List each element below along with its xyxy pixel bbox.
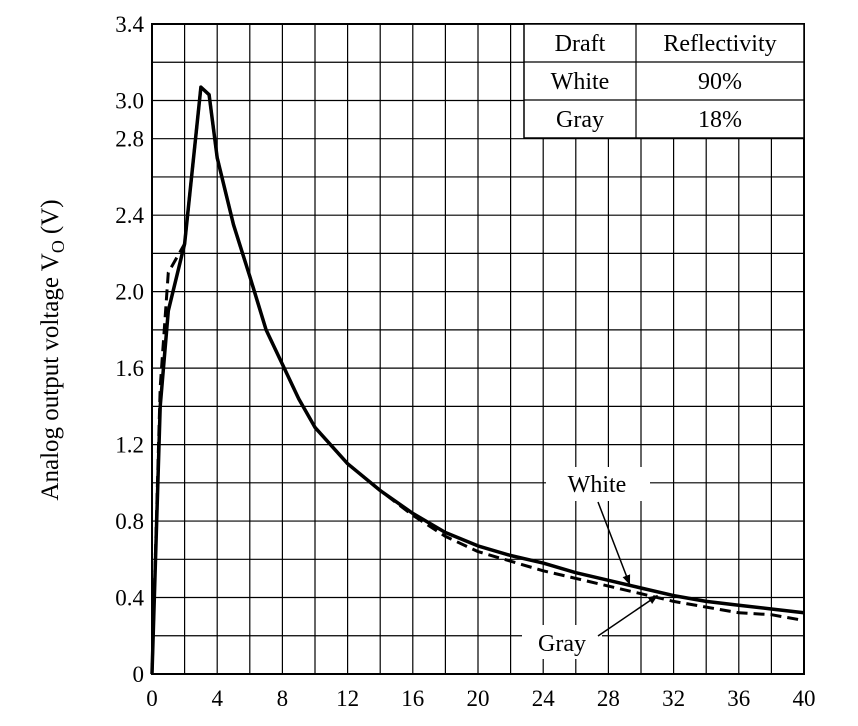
annotation-gray-bg: [522, 625, 602, 659]
x-tick-label: 8: [277, 686, 289, 711]
x-tick-label: 0: [146, 686, 158, 711]
y-tick-label: 2.8: [115, 127, 144, 152]
x-tick-label: 16: [401, 686, 424, 711]
annotation-white-label: White: [568, 472, 627, 498]
x-axis-ticks: 0 4 8 12 16 20 24 28 32 36 40: [146, 686, 815, 711]
y-axis-label-subscript: O: [48, 240, 68, 253]
legend-table: Draft Reflectivity White 90% Gray 18%: [523, 23, 805, 139]
x-tick-label: 40: [793, 686, 816, 711]
y-tick-label: 0.8: [115, 509, 144, 534]
x-tick-label: 24: [532, 686, 556, 711]
x-tick-label: 32: [662, 686, 685, 711]
y-axis-label: Analog output voltage VO(V): [37, 199, 68, 500]
legend-table-cell: 18%: [698, 107, 742, 133]
y-axis-ticks: 0 0.4 0.8 1.2 1.6 2.0 2.4 2.8 3.0 3.4: [115, 12, 144, 687]
legend-table-frame: [523, 23, 805, 139]
y-axis-label-unit: (V): [37, 199, 64, 234]
y-tick-label: 3.4: [115, 12, 144, 37]
annotation-white-bg: [546, 467, 650, 501]
y-tick-label: 0.4: [115, 586, 144, 611]
x-tick-label: 36: [727, 686, 750, 711]
plot-frame: [151, 23, 805, 675]
x-tick-label: 20: [467, 686, 490, 711]
annotations: White Gray: [522, 467, 659, 659]
y-tick-label: 0: [133, 662, 145, 687]
annotation-gray-label: Gray: [538, 631, 586, 657]
legend-table-cell: Gray: [556, 107, 604, 133]
legend-table-cell: 90%: [698, 69, 742, 95]
x-tick-label: 4: [211, 686, 223, 711]
y-tick-label: 3.0: [115, 88, 144, 113]
y-tick-label: 1.2: [115, 433, 144, 458]
legend-table-header: Draft: [555, 31, 606, 57]
y-tick-label: 2.4: [115, 203, 144, 228]
annotation-white-arrow: [597, 501, 631, 586]
legend-table-cell: White: [551, 69, 610, 95]
x-tick-label: 28: [597, 686, 620, 711]
y-tick-label: 2.0: [115, 280, 144, 305]
y-tick-label: 1.6: [115, 356, 144, 381]
annotation-gray-arrow: [597, 594, 659, 637]
legend-table-header: Reflectivity: [663, 31, 776, 57]
x-tick-label: 12: [336, 686, 359, 711]
